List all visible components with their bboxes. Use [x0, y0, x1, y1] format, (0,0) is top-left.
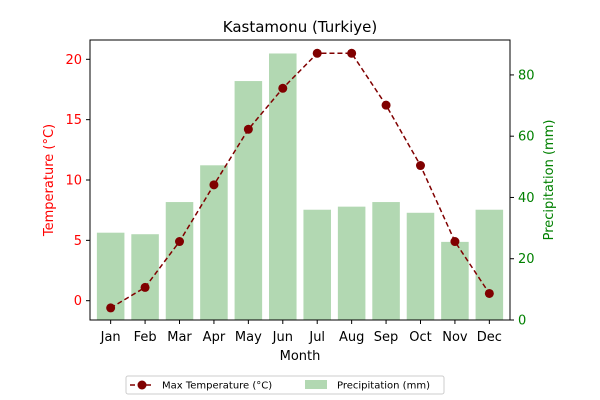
temperature-point — [175, 237, 185, 247]
temperature-point — [209, 180, 219, 190]
precipitation-bars — [96, 53, 504, 320]
precipitation-bar — [337, 206, 366, 320]
left-y-tick-label: 0 — [74, 294, 82, 309]
temperature-point — [415, 161, 425, 171]
x-tick-label: Nov — [442, 330, 468, 345]
precipitation-bar — [475, 209, 504, 320]
x-tick-label: Aug — [339, 330, 364, 345]
x-tick-label: Mar — [167, 330, 192, 345]
right-y-tick-label: 80 — [518, 68, 535, 83]
left-y-tick-label: 20 — [65, 53, 82, 68]
x-tick-label: Jun — [272, 330, 293, 345]
right-y-axis-label: Precipitation (mm) — [542, 120, 557, 241]
axes: 0 5 10 15 20 0 20 40 60 80 Jan Feb Mar Apr May Jun Jul Au… — [65, 39, 535, 345]
right-y-tick-label: 60 — [518, 130, 535, 145]
precipitation-bar — [269, 53, 297, 320]
precipitation-bar — [131, 234, 159, 320]
temperature-point — [381, 100, 391, 110]
legend: Max Temperature (°C) Precipitation (mm) — [125, 375, 445, 395]
left-y-tick-label: 10 — [65, 174, 82, 189]
x-tick-label: Jul — [308, 330, 325, 345]
x-tick-label: Jan — [100, 330, 121, 345]
precipitation-bar — [234, 81, 263, 320]
temperature-line-layer — [106, 48, 494, 313]
precipitation-bar — [372, 202, 400, 320]
x-tick-label: Feb — [134, 330, 157, 345]
temperature-line — [110, 52, 490, 309]
x-tick-label: Oct — [409, 330, 431, 345]
x-axis-label: Month — [280, 349, 321, 364]
legend-precipitation-label: Precipitation (mm) — [337, 381, 430, 392]
legend-precipitation-swatch — [305, 380, 327, 389]
temperature-point — [484, 288, 494, 298]
legend-temperature-label: Max Temperature (°C) — [162, 381, 272, 392]
left-y-tick-label: 5 — [74, 234, 82, 249]
right-y-tick-label: 0 — [518, 314, 526, 329]
temperature-point — [106, 303, 116, 313]
right-y-tick-label: 40 — [518, 191, 535, 206]
x-tick-label: Dec — [477, 330, 502, 345]
precipitation-bar — [406, 212, 435, 320]
precipitation-bar — [165, 202, 194, 320]
chart-title: Kastamonu (Turkiye) — [223, 18, 377, 36]
x-tick-label: Apr — [203, 330, 226, 345]
temperature-point — [278, 83, 288, 93]
temperature-point — [450, 237, 460, 247]
temperature-point — [140, 282, 150, 292]
left-y-axis-label: Temperature (°C) — [42, 124, 57, 237]
precipitation-bar — [441, 241, 469, 320]
precipitation-bar — [200, 165, 228, 320]
legend-temperature-marker — [137, 380, 147, 390]
temperature-point — [347, 48, 357, 58]
left-y-tick-label: 15 — [65, 113, 82, 128]
precipitation-bar — [303, 209, 331, 320]
x-tick-label: May — [235, 330, 262, 345]
temperature-point — [243, 124, 253, 134]
right-y-tick-label: 20 — [518, 252, 535, 267]
x-tick-label: Sep — [374, 330, 399, 345]
legend-box — [125, 375, 445, 395]
temperature-point — [312, 48, 322, 58]
